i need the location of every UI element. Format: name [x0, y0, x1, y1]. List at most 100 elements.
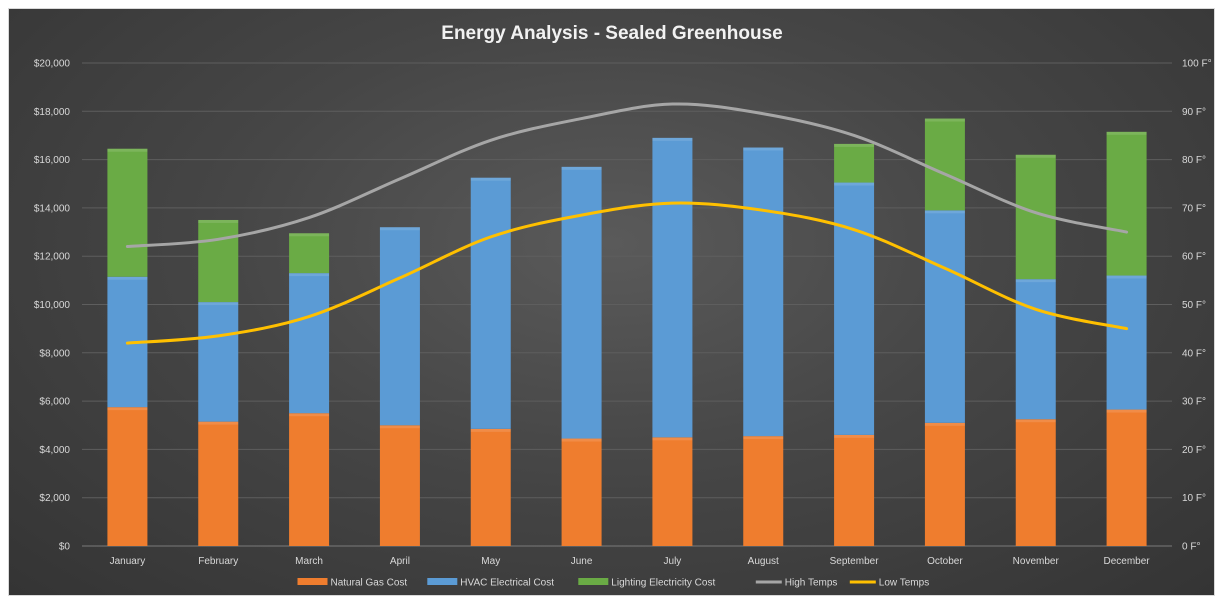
bar-highlight [1015, 154, 1056, 158]
legend-item-lighting-electricity: Lighting Electricity Cost [578, 578, 715, 589]
bar-highlight [107, 407, 148, 411]
bar-lighting-electricity [834, 143, 875, 183]
bar-highlight [107, 148, 148, 152]
y-axis-right: 0 F° 10 F° 20 F° 30 F° 40 F° 50 F° 60 F° 70 F° 8… [1182, 59, 1212, 553]
y-tick-label-left: $8,000 [39, 348, 70, 359]
bar-highlight [924, 210, 965, 214]
bar-highlight [652, 137, 693, 141]
bar-highlight [1106, 275, 1147, 279]
bar-natural-gas [834, 434, 875, 546]
lines [125, 102, 1129, 345]
line-high-temps [125, 102, 1129, 249]
chart-area: $0 $2,000 $4,000 $6,000 $8,000 $10,000 $12,000… [8, 8, 1215, 596]
legend-swatch [578, 578, 609, 585]
x-tick-label: February [198, 556, 238, 567]
bar-lighting-electricity [198, 219, 239, 303]
bar-highlight [834, 434, 875, 438]
y-tick-label-left: $6,000 [39, 397, 70, 408]
bar-hvac-electrical [652, 137, 693, 438]
y-tick-label-left: $18,000 [34, 107, 71, 118]
bar-natural-gas [1015, 419, 1056, 546]
y-tick-label-left: $16,000 [34, 155, 71, 166]
x-tick-label: June [571, 556, 593, 567]
bar-natural-gas [924, 422, 965, 546]
line-low-temps [125, 201, 1129, 345]
legend-item-natural-gas: Natural Gas Cost [297, 578, 408, 589]
bar-lighting-electricity [289, 233, 330, 274]
bar-highlight [652, 437, 693, 441]
legend-label: Lighting Electricity Cost [611, 578, 715, 589]
bar-hvac-electrical [470, 177, 511, 429]
bar-highlight [834, 143, 875, 147]
x-tick-label: January [110, 556, 146, 567]
bar-highlight [743, 436, 784, 440]
bar-lighting-electricity [924, 118, 965, 211]
x-tick-label: March [295, 556, 323, 567]
legend-item-low-temps: Low Temps [849, 578, 929, 589]
y-tick-label-right: 30 F° [1182, 397, 1206, 408]
bar-hvac-electrical [561, 166, 602, 439]
bar-highlight [924, 422, 965, 426]
bar-natural-gas [652, 437, 693, 546]
x-axis: January February March April May June July Augu… [110, 556, 1151, 567]
legend-swatch [427, 578, 458, 585]
legend-label: Low Temps [879, 578, 929, 589]
y-axis-left: $0 $2,000 $4,000 $6,000 $8,000 $10,000 $12,000… [34, 59, 71, 553]
bar-natural-gas [379, 425, 420, 546]
bar-hvac-electrical [1106, 275, 1147, 410]
bar-natural-gas [561, 438, 602, 546]
x-tick-label: October [927, 556, 963, 567]
y-tick-label-right: 10 F° [1182, 493, 1206, 504]
bar-highlight [289, 413, 330, 417]
y-tick-label-right: 100 F° [1182, 59, 1212, 70]
bar-natural-gas [289, 413, 330, 546]
gridlines [82, 62, 1172, 547]
legend-swatch [297, 578, 328, 585]
legend-label: High Temps [785, 578, 838, 589]
y-tick-label-right: 90 F° [1182, 107, 1206, 118]
bar-highlight [1106, 131, 1147, 135]
x-tick-label: September [830, 556, 880, 567]
bar-highlight [1106, 409, 1147, 413]
y-tick-label-left: $2,000 [39, 493, 70, 504]
y-tick-label-right: 60 F° [1182, 252, 1206, 263]
bar-hvac-electrical [1015, 279, 1056, 420]
y-tick-label-right: 40 F° [1182, 348, 1206, 359]
bar-highlight [834, 182, 875, 186]
bar-highlight [289, 233, 330, 237]
y-tick-label-left: $0 [59, 542, 71, 553]
bar-highlight [561, 166, 602, 170]
chart-title: Energy Analysis - Sealed Greenhouse [441, 23, 782, 44]
bar-hvac-electrical [834, 182, 875, 435]
bar-hvac-electrical [924, 210, 965, 423]
bar-highlight [107, 276, 148, 280]
legend-label: HVAC Electrical Cost [460, 578, 554, 589]
y-tick-label-left: $12,000 [34, 252, 71, 263]
bar-highlight [561, 438, 602, 442]
bar-highlight [198, 302, 239, 306]
bar-highlight [743, 147, 784, 151]
y-tick-label-left: $14,000 [34, 203, 71, 214]
bar-lighting-electricity [107, 148, 148, 277]
legend-label: Natural Gas Cost [331, 578, 408, 589]
x-tick-label: July [664, 556, 682, 567]
bar-highlight [379, 425, 420, 429]
bar-lighting-electricity [1106, 131, 1147, 276]
y-tick-label-left: $20,000 [34, 59, 71, 70]
bars [107, 118, 1147, 546]
y-tick-label-right: 50 F° [1182, 300, 1206, 311]
x-tick-label: August [748, 556, 779, 567]
bar-natural-gas [107, 407, 148, 546]
bar-natural-gas [1106, 409, 1147, 546]
y-tick-label-left: $4,000 [39, 445, 70, 456]
chart-canvas: $0 $2,000 $4,000 $6,000 $8,000 $10,000 $12,000… [34, 23, 1212, 589]
bar-hvac-electrical [198, 302, 239, 422]
y-tick-label-left: $10,000 [34, 300, 71, 311]
legend: Natural Gas Cost HVAC Electrical Cost Ligh… [297, 578, 929, 589]
bar-hvac-electrical [743, 147, 784, 437]
bar-highlight [924, 118, 965, 122]
y-tick-label-right: 80 F° [1182, 155, 1206, 166]
bar-natural-gas [198, 421, 239, 546]
bar-highlight [379, 227, 420, 231]
x-tick-label: November [1013, 556, 1060, 567]
